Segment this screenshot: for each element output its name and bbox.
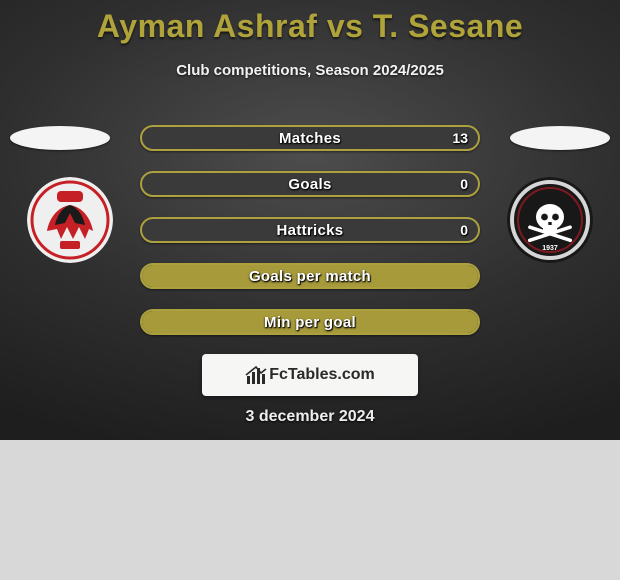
stat-bar-label: Hattricks [142,219,478,241]
stat-bar: Matches13 [140,125,480,151]
stat-bar: Min per goal [140,309,480,335]
stat-bar-label: Goals [142,173,478,195]
stat-bar-value-right: 0 [460,219,468,241]
club-crest-left [27,177,113,263]
player-flag-right [510,126,610,150]
stat-bar-label: Goals per match [142,265,478,287]
player-flag-left [10,126,110,150]
stat-bar-value-right: 0 [460,173,468,195]
background-light [0,440,620,580]
chart-icon [245,364,267,386]
svg-text:1937: 1937 [542,245,558,252]
stat-bar-label: Min per goal [142,311,478,333]
fctables-logo: FcTables.com [202,354,418,396]
page-title: Ayman Ashraf vs T. Sesane [0,8,620,45]
stats-bars: Matches13Goals0Hattricks0Goals per match… [140,125,480,355]
stat-bar-value-right: 13 [452,127,468,149]
logo-text: FcTables.com [269,366,375,384]
club-crest-right: 1937 [507,177,593,263]
subtitle: Club competitions, Season 2024/2025 [0,62,620,79]
stat-bar-label: Matches [142,127,478,149]
stat-bar: Goals0 [140,171,480,197]
stat-bar: Hattricks0 [140,217,480,243]
date-text: 3 december 2024 [0,408,620,426]
stat-bar: Goals per match [140,263,480,289]
